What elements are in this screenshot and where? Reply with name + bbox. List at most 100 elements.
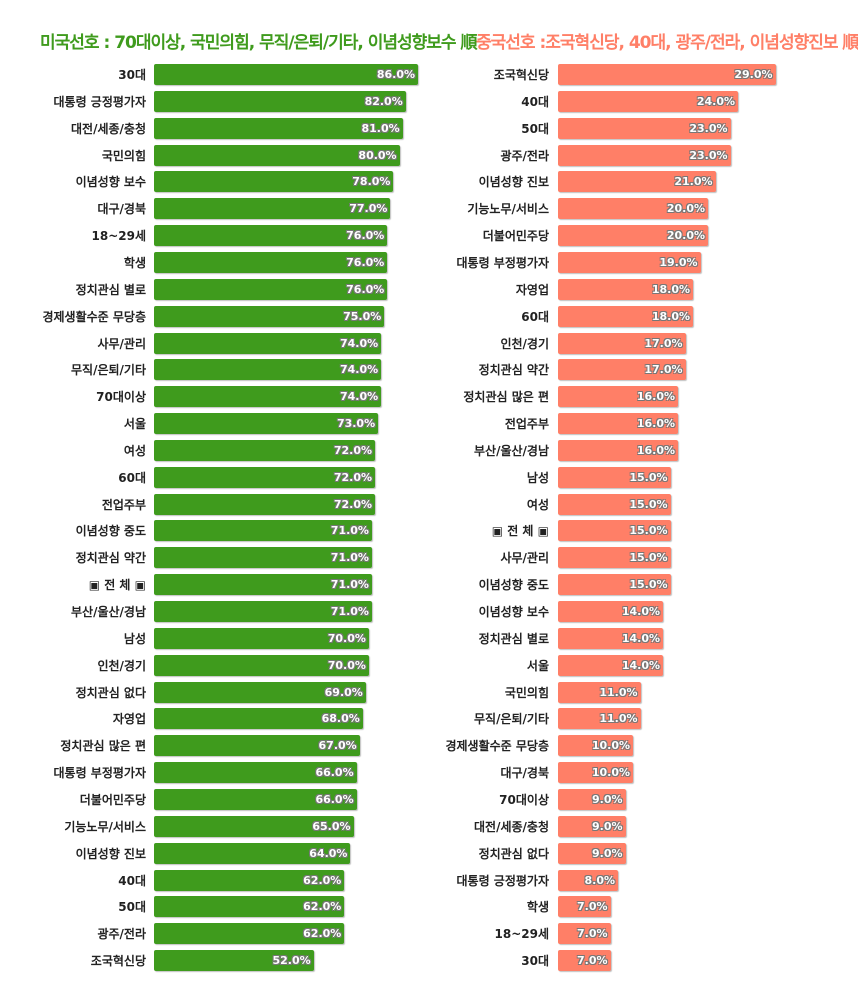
left-bar: 62.0% (154, 896, 345, 918)
left-value-label: 71.0% (330, 605, 369, 618)
left-value-label: 71.0% (330, 551, 369, 565)
right-value-label: 17.0% (644, 336, 683, 350)
right-bar: 16.0% (558, 386, 678, 408)
right-value-label: 17.0% (644, 363, 683, 377)
right-category-label: 조국혁신당 (493, 68, 549, 82)
right-category-label: 대통령 긍정평가자 (456, 873, 550, 888)
left-bar: 72.0% (154, 466, 376, 488)
left-category-label: 광주/전라 (97, 927, 146, 942)
left-bar: 72.0% (154, 439, 376, 461)
left-category-label: 18~29세 (91, 229, 147, 244)
right-bar: 11.0% (558, 708, 641, 730)
right-bar: 17.0% (558, 332, 686, 354)
right-category-label: 정치관심 약간 (478, 363, 549, 378)
right-bar: 8.0% (558, 869, 618, 891)
right-category-label: 더불어민주당 (482, 229, 549, 244)
left-category-label: 정치관심 많은 편 (60, 739, 146, 754)
right-bar: 16.0% (558, 439, 678, 461)
left-value-label: 76.0% (346, 229, 385, 243)
right-value-label: 23.0% (689, 121, 728, 135)
left-category-label: 학생 (123, 255, 146, 270)
left-bar: 66.0% (154, 762, 357, 784)
right-value-label: 9.0% (591, 792, 623, 806)
left-category-label: 40대 (118, 873, 146, 888)
left-value-label: 74.0% (340, 363, 379, 377)
left-bar: 81.0% (154, 117, 403, 139)
left-value-label: 64.0% (309, 846, 348, 860)
left-value-label: 52.0% (272, 954, 311, 968)
right-category-label: 남성 (526, 470, 549, 485)
left-value-label: 68.0% (321, 712, 360, 726)
right-value-label: 16.0% (636, 390, 675, 404)
right-bar: 15.0% (558, 493, 671, 515)
right-category-label: 학생 (526, 900, 549, 915)
left-value-label: 77.0% (349, 202, 388, 216)
right-bar: 15.0% (558, 574, 671, 596)
right-value-label: 14.0% (621, 658, 660, 672)
right-category-label: 여성 (526, 497, 549, 512)
left-category-label: 70대이상 (96, 390, 146, 405)
left-value-label: 66.0% (315, 766, 354, 780)
left-value-label: 81.0% (361, 121, 400, 135)
left-category-label: 이념성향 보수 (75, 175, 146, 190)
left-value-label: 72.0% (333, 443, 373, 457)
left-category-label: 사무/관리 (97, 336, 146, 351)
right-category-label: 서울 (526, 658, 549, 673)
right-category-label: 이념성향 진보 (478, 175, 549, 190)
left-bar: 62.0% (154, 923, 345, 945)
left-category-label: 대구/경북 (97, 202, 146, 217)
left-value-label: 82.0% (364, 94, 403, 108)
right-value-label: 15.0% (629, 551, 668, 565)
right-category-label: 대전/세종/충청 (473, 819, 549, 834)
right-value-label: 16.0% (636, 443, 675, 457)
left-category-label: 인천/경기 (97, 658, 146, 673)
right-category-label: 인천/경기 (500, 336, 549, 351)
right-value-label: 7.0% (576, 927, 608, 941)
left-category-label: ▣ 전 체 ▣ (88, 578, 146, 593)
left-bar: 69.0% (154, 681, 366, 703)
right-category-label: 기능노무/서비스 (467, 202, 549, 217)
right-value-label: 20.0% (666, 229, 705, 243)
left-bar: 71.0% (154, 601, 372, 622)
right-value-label: 18.0% (651, 309, 690, 323)
left-value-label: 73.0% (336, 417, 376, 431)
left-category-label: 정치관심 없다 (75, 685, 146, 700)
right-value-label: 15.0% (629, 470, 668, 484)
right-chart-title: 중국선호 :조국혁신당, 40대, 광주/전라, 이념성향진보 順 (476, 33, 858, 53)
left-value-label: 78.0% (352, 175, 391, 189)
right-value-label: 24.0% (696, 94, 735, 108)
right-category-label: 60대 (521, 309, 549, 324)
right-bar: 14.0% (558, 654, 663, 676)
right-value-label: 21.0% (674, 175, 713, 189)
left-value-label: 65.0% (312, 819, 351, 833)
right-value-label: 18.0% (651, 282, 690, 296)
left-value-label: 62.0% (303, 927, 342, 941)
right-category-label: 경제생활수준 무당층 (445, 739, 549, 754)
left-bar: 77.0% (154, 198, 391, 220)
left-bar: 80.0% (154, 144, 400, 166)
right-bar: 17.0% (558, 359, 686, 381)
right-category-label: 대통령 부정평가자 (456, 255, 550, 270)
right-category-label: 18~29세 (494, 927, 550, 942)
right-bar: 10.0% (558, 735, 633, 757)
left-value-label: 74.0% (340, 390, 379, 404)
left-bar: 68.0% (154, 708, 363, 730)
left-category-label: 이념성향 진보 (75, 846, 146, 861)
right-bar: 9.0% (558, 788, 626, 810)
left-bar: 76.0% (154, 278, 388, 300)
left-bar: 71.0% (154, 520, 372, 542)
left-bar: 74.0% (154, 386, 382, 408)
right-bar: 15.0% (558, 547, 671, 569)
left-category-label: 전업주부 (101, 497, 146, 512)
right-bar: 24.0% (558, 90, 738, 112)
left-bar: 72.0% (154, 493, 376, 515)
left-value-label: 76.0% (346, 255, 385, 269)
right-value-label: 14.0% (621, 605, 660, 618)
right-value-label: 23.0% (689, 148, 728, 162)
right-bar: 20.0% (558, 198, 708, 220)
left-bar: 82.0% (154, 90, 406, 112)
right-category-label: 50대 (521, 121, 549, 136)
right-value-label: 10.0% (591, 766, 630, 780)
right-category-label: 정치관심 많은 편 (463, 390, 549, 405)
